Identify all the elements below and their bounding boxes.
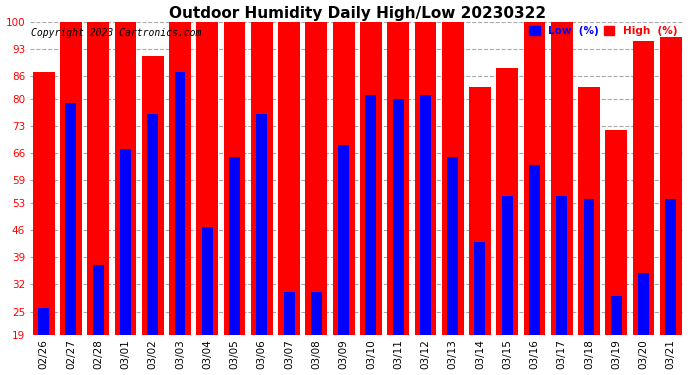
Bar xyxy=(366,95,376,335)
Bar xyxy=(175,72,186,335)
Bar xyxy=(393,99,404,335)
Bar xyxy=(306,22,327,335)
Bar xyxy=(360,22,382,335)
Bar xyxy=(551,22,573,335)
Bar xyxy=(278,22,300,335)
Bar xyxy=(333,22,355,335)
Bar xyxy=(169,22,191,335)
Bar xyxy=(556,196,567,335)
Bar xyxy=(496,68,518,335)
Bar xyxy=(229,157,240,335)
Bar xyxy=(251,22,273,335)
Bar xyxy=(415,22,436,335)
Title: Outdoor Humidity Daily High/Low 20230322: Outdoor Humidity Daily High/Low 20230322 xyxy=(168,6,546,21)
Bar xyxy=(115,22,137,335)
Bar xyxy=(584,200,595,335)
Bar xyxy=(605,130,627,335)
Bar xyxy=(88,22,109,335)
Bar xyxy=(120,149,131,335)
Bar xyxy=(660,37,682,335)
Bar xyxy=(611,296,622,335)
Bar xyxy=(475,242,485,335)
Bar xyxy=(311,292,322,335)
Bar xyxy=(197,22,218,335)
Bar xyxy=(284,292,295,335)
Bar xyxy=(142,57,164,335)
Bar xyxy=(524,22,545,335)
Bar xyxy=(387,22,409,335)
Text: Copyright 2023 Cartronics.com: Copyright 2023 Cartronics.com xyxy=(31,28,201,38)
Bar xyxy=(224,22,246,335)
Bar xyxy=(665,200,676,335)
Bar xyxy=(201,226,213,335)
Bar xyxy=(60,22,82,335)
Bar xyxy=(442,22,464,335)
Bar xyxy=(469,87,491,335)
Bar xyxy=(578,87,600,335)
Bar xyxy=(147,114,158,335)
Bar xyxy=(32,72,55,335)
Bar xyxy=(502,196,513,335)
Bar xyxy=(66,103,77,335)
Bar xyxy=(638,273,649,335)
Bar xyxy=(338,146,349,335)
Legend: Low  (%), High  (%): Low (%), High (%) xyxy=(527,24,679,38)
Bar xyxy=(447,157,458,335)
Bar xyxy=(38,308,49,335)
Bar xyxy=(633,41,654,335)
Bar xyxy=(529,165,540,335)
Bar xyxy=(420,95,431,335)
Bar xyxy=(257,114,267,335)
Bar xyxy=(92,265,104,335)
